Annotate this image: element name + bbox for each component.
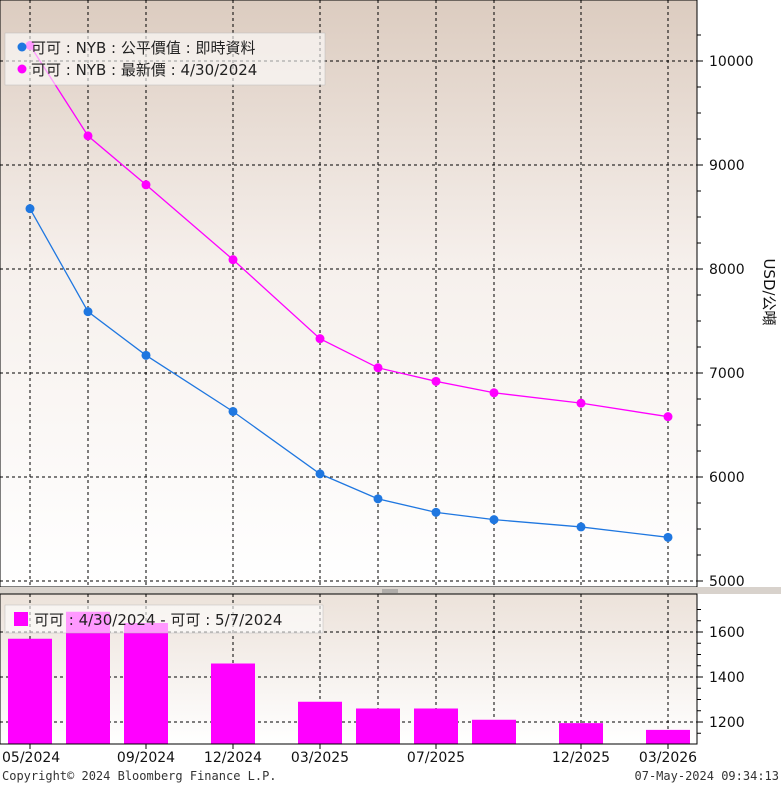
series-1-point xyxy=(373,363,383,373)
series-1-point xyxy=(576,398,586,408)
bar xyxy=(8,638,52,744)
upper-legend: 可可 : NYB : 公平價值 : 即時資料 可可 : NYB : 最新價 : … xyxy=(4,32,326,86)
x-tick-label: 12/2025 xyxy=(552,750,610,766)
upper-y-tick-label: 8000 xyxy=(709,262,745,278)
bar xyxy=(414,708,458,744)
series-0-point xyxy=(489,515,499,525)
lower-y-tick-label: 1400 xyxy=(709,670,745,686)
lower-legend: 可可 : 4/30/2024 - 可可 : 5/7/2024 xyxy=(4,604,324,634)
upper-y-tick-label: 10000 xyxy=(709,54,754,70)
series-1-point xyxy=(141,180,151,190)
series-0-point xyxy=(83,307,93,317)
lower-panel: 1200 1400 1600 可可 : 4/30/2024 - 可可 : 5/7/2… xyxy=(0,593,745,745)
bar xyxy=(472,719,516,744)
series-0-point xyxy=(576,522,586,532)
series-1-point xyxy=(83,131,93,141)
series-0-point xyxy=(431,507,441,517)
upper-y-tick-label: 9000 xyxy=(709,158,745,174)
series-1-point xyxy=(228,255,238,265)
bar xyxy=(298,701,342,744)
footer-timestamp: 07-May-2024 09:34:13 xyxy=(635,769,780,783)
upper-y-axis-label: USD/公噸 xyxy=(760,258,778,325)
bar xyxy=(559,723,603,744)
bar xyxy=(646,729,690,744)
upper-y-tick-label: 5000 xyxy=(709,574,745,590)
series-1-point xyxy=(315,334,325,344)
bar xyxy=(356,708,400,744)
series-0-point xyxy=(663,532,673,542)
upper-grid xyxy=(0,0,697,587)
series-0-point xyxy=(228,406,238,416)
bar xyxy=(211,663,255,744)
upper-plot-background xyxy=(0,0,697,587)
upper-panel: 5000 6000 7000 8000 9000 10000 USD/公噸 可可 : NY… xyxy=(0,0,778,590)
x-tick-label: 05/2024 xyxy=(2,750,60,766)
legend-marker-fair-value xyxy=(17,42,27,52)
x-tick-label: 09/2024 xyxy=(117,750,175,766)
lower-y-tick-label: 1600 xyxy=(709,625,745,641)
bar xyxy=(124,623,168,744)
lower-y-tick-label: 1200 xyxy=(709,715,745,731)
lower-legend-box xyxy=(4,604,324,634)
lower-bars-layer xyxy=(8,611,690,744)
lower-plot-border xyxy=(0,593,698,745)
upper-y-tick-label: 6000 xyxy=(709,470,745,486)
upper-legend-box xyxy=(4,32,326,86)
bar xyxy=(66,611,110,744)
legend-label-spread: 可可 : 4/30/2024 - 可可 : 5/7/2024 xyxy=(34,611,282,629)
legend-marker-last-price xyxy=(17,64,27,74)
series-line-0 xyxy=(29,208,669,538)
series-0-point xyxy=(141,350,151,360)
series-1-point xyxy=(489,388,499,398)
series-0-point xyxy=(373,494,383,504)
x-axis: 05/2024 09/2024 12/2024 03/2025 07/2025 12/20… xyxy=(2,744,697,766)
x-tick-label: 07/2025 xyxy=(407,750,465,766)
series-0-point xyxy=(315,469,325,479)
legend-marker-spread xyxy=(14,612,28,626)
upper-y-tick-label: 7000 xyxy=(709,366,745,382)
x-tick-label: 12/2024 xyxy=(204,750,262,766)
footer-copyright: Copyright© 2024 Bloomberg Finance L.P. xyxy=(2,769,277,783)
series-1-point xyxy=(663,412,673,422)
series-1-point xyxy=(431,376,441,386)
legend-label-fair-value: 可可 : NYB : 公平價值 : 即時資料 xyxy=(31,39,255,57)
x-tick-label: 03/2025 xyxy=(291,750,349,766)
legend-label-last-price: 可可 : NYB : 最新價 : 4/30/2024 xyxy=(31,61,257,79)
series-line-1 xyxy=(29,45,669,418)
lower-y-axis: 1200 1400 1600 xyxy=(697,609,745,734)
series-0-point xyxy=(25,204,35,214)
upper-y-axis: 5000 6000 7000 8000 9000 10000 xyxy=(697,34,754,590)
panel-splitter[interactable] xyxy=(0,587,781,594)
x-tick-label: 03/2026 xyxy=(639,750,697,766)
